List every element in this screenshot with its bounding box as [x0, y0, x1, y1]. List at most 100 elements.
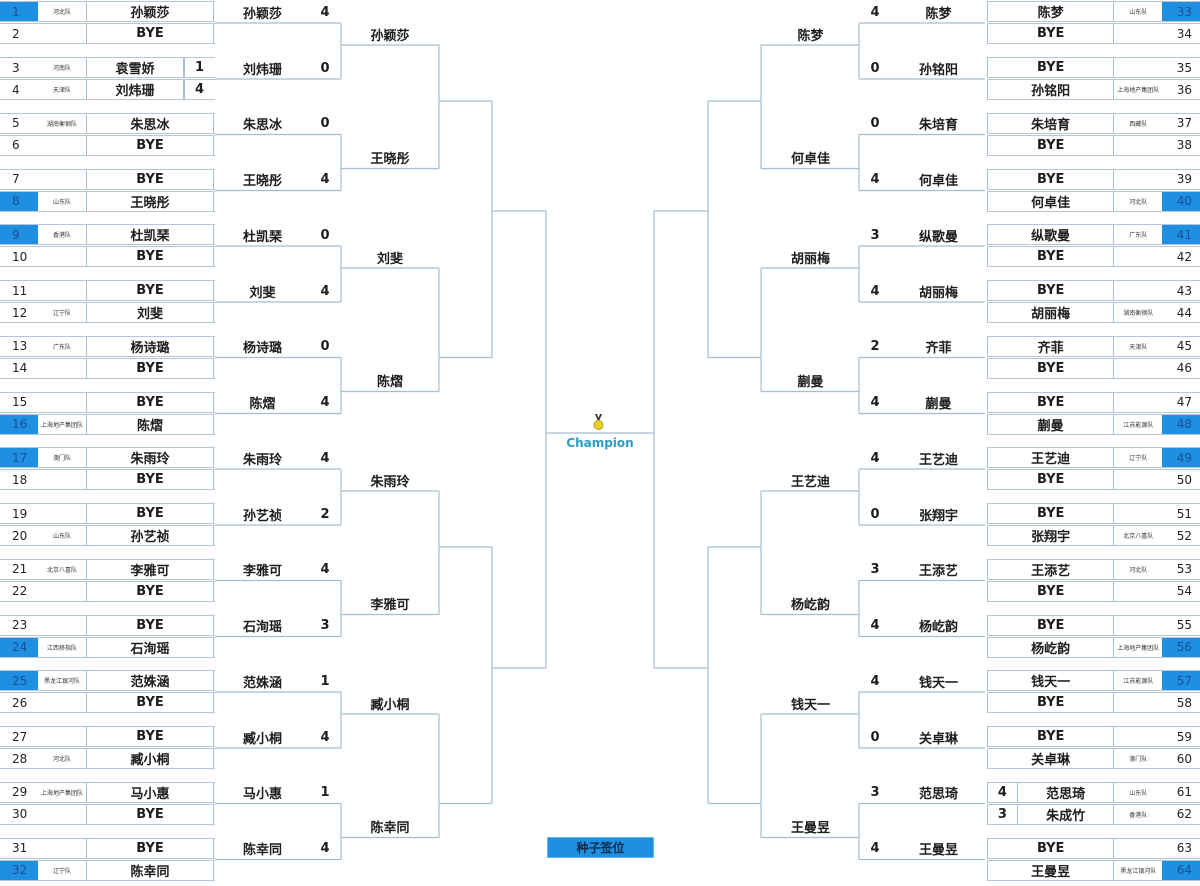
draw-slot[interactable]: 24 江西移指队 石洵瑶 [0, 636, 215, 658]
draw-slot[interactable]: 朱培育 西藏队 37 [987, 112, 1200, 134]
draw-slot[interactable]: 9 香港队 杜凯琹 [0, 224, 215, 245]
draw-slot[interactable]: BYE 54 [987, 580, 1200, 602]
draw-slot[interactable]: BYE 38 [987, 134, 1200, 156]
round1-winner-name: 杨屹韵 [918, 620, 958, 635]
team-name [1114, 170, 1162, 189]
draw-slot[interactable]: 16 上海地产集团队 陈熠 [0, 413, 215, 435]
draw-slot[interactable]: 7 BYE [0, 168, 215, 190]
draw-slot[interactable]: BYE 35 [987, 57, 1200, 78]
slot-number: 27 [12, 729, 28, 744]
draw-slot[interactable]: BYE 43 [987, 280, 1200, 301]
team-name [38, 24, 86, 43]
player-name: 朱思冰 [86, 113, 214, 133]
draw-slot[interactable]: 27 BYE [0, 726, 215, 747]
draw-slot[interactable]: 26 BYE [0, 692, 215, 713]
slot-number: 38 [1176, 138, 1192, 152]
team-name: 澳门队 [52, 455, 71, 462]
team-name: 广东队 [52, 343, 71, 351]
round1-score: 0 [320, 339, 330, 354]
draw-slot[interactable]: 关卓琳 澳门队 60 [987, 748, 1200, 769]
draw-slot[interactable]: 陈梦 山东队 33 [987, 1, 1200, 22]
round1-winner-name: 王晓彤 [242, 174, 282, 189]
round1-score: 4 [870, 172, 880, 187]
draw-slot[interactable]: 13 广东队 杨诗璐 [0, 335, 215, 357]
draw-slot[interactable]: BYE 63 [987, 837, 1200, 859]
draw-slot[interactable]: 17 澳门队 朱雨玲 [0, 447, 215, 468]
seed-positions-button[interactable]: 种子签位 [547, 837, 654, 858]
draw-slot[interactable]: 何卓佳 河北队 40 [987, 190, 1200, 212]
player-name: BYE [987, 24, 1115, 43]
draw-slot[interactable]: 8 山东队 王晓彤 [0, 190, 215, 212]
draw-slot[interactable]: 12 辽宁队 刘斐 [0, 302, 215, 323]
draw-slot[interactable]: 19 BYE [0, 503, 215, 524]
team-name [1114, 616, 1162, 635]
draw-slot[interactable]: 25 黑龙江银河队 范姝涵 [0, 670, 215, 691]
slot-number: 21 [12, 562, 28, 576]
draw-slot[interactable]: 齐菲 天津队 45 [987, 335, 1200, 357]
draw-slot[interactable]: 钱天一 江苏能源队 57 [987, 670, 1200, 691]
round1-winner-name: 刘斐 [249, 285, 276, 301]
draw-slot[interactable]: BYE 59 [987, 726, 1200, 747]
slot-number: 29 [12, 785, 28, 799]
draw-slot[interactable]: 20 山东队 孙艺祯 [0, 525, 215, 546]
team-name [38, 170, 86, 189]
draw-slot[interactable]: 2 BYE [0, 23, 215, 44]
player-name: 马小惠 [86, 782, 214, 802]
draw-slot[interactable]: 王添艺 河北队 53 [987, 558, 1200, 580]
draw-slot[interactable]: 14 BYE [0, 357, 215, 379]
player-name: 王艺迪 [987, 448, 1115, 467]
draw-slot[interactable]: 29 上海地产集团队 马小惠 [0, 781, 215, 803]
draw-slot[interactable]: BYE 58 [987, 692, 1200, 713]
draw-slot[interactable]: BYE 46 [987, 357, 1200, 379]
draw-slot[interactable]: 22 BYE [0, 580, 215, 602]
player-name: BYE [987, 838, 1115, 858]
draw-slot[interactable]: 孙铭阳 上海地产集团队 36 [987, 79, 1200, 100]
round1-winner-name: 齐菲 [925, 341, 952, 356]
draw-slot[interactable]: 3 朱成竹 香港队 62 [987, 803, 1200, 825]
draw-slot[interactable]: BYE 34 [987, 23, 1200, 44]
draw-slot[interactable]: BYE 55 [987, 614, 1200, 636]
draw-slot[interactable]: 30 BYE [0, 803, 215, 825]
draw-slot[interactable]: 28 河北队 臧小桐 [0, 748, 215, 769]
slot-number: 53 [1176, 562, 1192, 576]
draw-slot[interactable]: 胡丽梅 湖南衡钢队 44 [987, 302, 1200, 323]
draw-slot[interactable]: 11 BYE [0, 280, 215, 301]
draw-slot[interactable]: 23 BYE [0, 614, 215, 636]
draw-slot[interactable]: 4 天津队 刘炜珊 4 [0, 79, 215, 100]
draw-slot[interactable]: 王曼昱 黑龙江银河队 64 [987, 859, 1200, 881]
draw-slot[interactable]: 4 范思琦 山东队 61 [987, 781, 1200, 803]
draw-slot[interactable]: 5 湖南衡钢队 朱思冰 [0, 112, 215, 134]
draw-slot[interactable]: 15 BYE [0, 391, 215, 413]
player-name: BYE [86, 392, 214, 412]
team-name: 北京八喜队 [1123, 533, 1154, 540]
team-name: 北京八喜队 [46, 566, 77, 574]
draw-slot[interactable]: BYE 42 [987, 246, 1200, 267]
team-name [1114, 247, 1162, 266]
draw-slot[interactable]: 32 辽宁队 陈幸同 [0, 859, 215, 881]
player-name: 袁雪娇 [86, 58, 184, 77]
player-name: 刘炜珊 [86, 80, 184, 99]
draw-slot[interactable]: 1 河北队 孙颖莎 [0, 1, 215, 22]
draw-slot[interactable]: 31 BYE [0, 837, 215, 859]
draw-slot[interactable]: 张翔宇 北京八喜队 52 [987, 525, 1200, 546]
team-name: 西藏队 [1129, 120, 1148, 128]
draw-slot[interactable]: BYE 50 [987, 469, 1200, 490]
draw-slot[interactable]: 蒯曼 江苏能源队 48 [987, 413, 1200, 435]
round1-score: 0 [320, 116, 330, 131]
round1-winner-name: 陈梦 [925, 6, 952, 22]
draw-slot[interactable]: 王艺迪 辽宁队 49 [987, 447, 1200, 468]
draw-slot[interactable]: 3 河南队 袁雪娇 1 [0, 57, 215, 78]
draw-slot[interactable]: 21 北京八喜队 李雅可 [0, 558, 215, 580]
draw-slot[interactable]: 杨屹韵 上海地产集团队 56 [987, 636, 1200, 658]
draw-slot[interactable]: 10 BYE [0, 246, 215, 267]
draw-slot[interactable]: 18 BYE [0, 469, 215, 490]
draw-slot[interactable]: 6 BYE [0, 134, 215, 156]
round2-winner-name: 孙颖莎 [370, 28, 410, 44]
draw-slot[interactable]: 纵歌曼 广东队 41 [987, 224, 1200, 245]
draw-slot[interactable]: BYE 39 [987, 168, 1200, 190]
slot-number: 39 [1176, 172, 1192, 186]
draw-slot[interactable]: BYE 51 [987, 503, 1200, 524]
draw-slot[interactable]: BYE 47 [987, 391, 1200, 413]
round1-winner-name: 关卓琳 [918, 731, 958, 747]
